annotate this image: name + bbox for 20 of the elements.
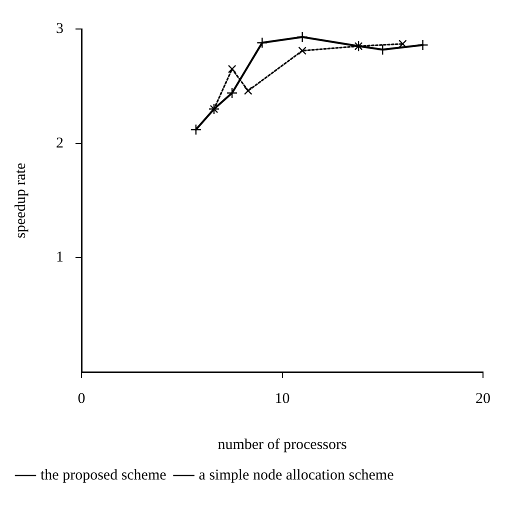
y-axis-title: speedup rate [12,162,29,238]
point [398,40,407,48]
point [244,86,252,95]
legend-label: the proposed scheme [40,467,167,484]
point [226,87,238,99]
point [298,46,306,55]
point [417,39,428,51]
point [296,31,308,43]
legend-label: a simple node allocation scheme [198,467,394,484]
point [228,64,236,74]
point [377,44,388,56]
x-tick-label: 0 [78,390,86,407]
x-axis-title: number of processors [218,436,347,453]
y-tick-label: 1 [56,250,64,266]
point [190,124,202,136]
y-tick-label: 2 [56,135,64,152]
point [256,37,268,48]
x-tick-label: 10 [274,390,290,407]
x-tick-label: 20 [476,390,490,407]
y-tick-label: 3 [56,20,64,37]
